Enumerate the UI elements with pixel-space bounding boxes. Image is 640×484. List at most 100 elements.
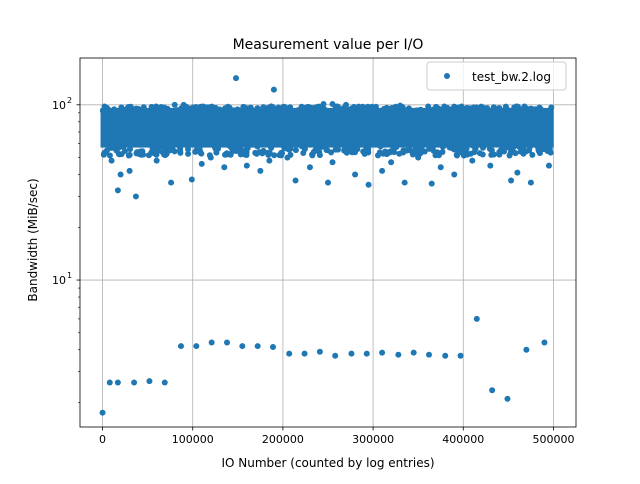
dense-band-fill [100,107,554,148]
data-point [266,157,273,164]
band-point [266,149,273,156]
band-point [383,105,390,112]
data-point [126,167,133,174]
band-point [535,106,542,113]
legend-marker [444,73,450,79]
data-point [306,164,313,171]
data-point [114,379,121,386]
band-point [177,149,184,156]
band-point [126,151,133,158]
data-point [257,167,264,174]
band-point [396,150,403,157]
data-point [401,179,408,186]
band-point [350,103,357,110]
data-point [442,352,449,359]
data-point [140,151,147,158]
band-point [160,106,167,113]
band-point [135,106,142,113]
data-point [536,150,543,157]
band-point [111,106,118,113]
x-tick-label: 300000 [352,433,394,446]
data-point [329,159,336,166]
band-point [298,143,305,150]
x-tick-label: 100000 [172,433,214,446]
band-point [127,146,134,153]
band-point [527,106,534,113]
band-point [391,149,398,156]
band-point [260,147,267,154]
data-point [301,350,308,357]
data-point [243,162,250,169]
band-point [118,106,125,113]
band-point [252,149,259,156]
data-point [410,349,417,356]
band-point [154,148,161,155]
data-point [108,157,115,164]
data-point [146,378,153,385]
band-point [148,103,155,110]
data-point [132,193,139,200]
data-point [508,177,515,184]
band-point [377,143,384,150]
band-point [421,148,428,155]
band-point [281,104,288,111]
data-point [325,179,331,186]
data-point [320,101,327,108]
band-point [198,150,205,157]
data-point [379,349,386,356]
data-point [269,343,276,350]
band-point [365,107,372,114]
data-points [99,75,552,416]
data-point [426,351,433,358]
band-point [376,149,383,156]
data-point [545,162,552,169]
band-point [237,151,244,158]
data-point [223,339,230,346]
band-point [185,150,192,157]
band-point [463,145,470,152]
band-point [101,107,108,114]
band-point [403,147,410,154]
band-point [484,105,491,112]
data-point [415,154,422,161]
band-point [161,151,168,158]
data-point [437,164,444,171]
data-point [239,343,246,350]
data-point [329,101,336,108]
band-point [355,107,362,114]
band-point [476,150,483,157]
band-point [185,146,192,153]
data-point [178,343,185,350]
data-point [254,343,261,350]
data-point [221,164,228,171]
band-point [436,106,443,113]
data-point [397,102,404,109]
band-point [214,144,221,151]
y-tick-exponent: 1 [67,271,72,280]
band-point [492,106,499,113]
band-point [513,103,520,110]
band-point [516,144,523,151]
data-point [153,157,160,164]
y-tick-label: 10 [52,274,66,287]
band-point [510,107,517,114]
band-point [334,103,341,110]
data-point [363,350,370,357]
band-point [216,106,223,113]
band-point [430,106,437,113]
band-point [244,108,251,115]
dense-point-band [99,103,555,159]
band-point [316,149,323,156]
band-point [254,143,261,150]
band-point [478,103,485,110]
x-tick-label: 200000 [262,433,304,446]
data-point [284,154,291,161]
band-point [243,152,250,159]
data-point [523,346,530,353]
band-point [328,149,335,156]
band-point [118,151,125,158]
x-axis: 0 100000 200000 300000 400000 500000 [99,427,574,446]
band-point [480,144,487,151]
